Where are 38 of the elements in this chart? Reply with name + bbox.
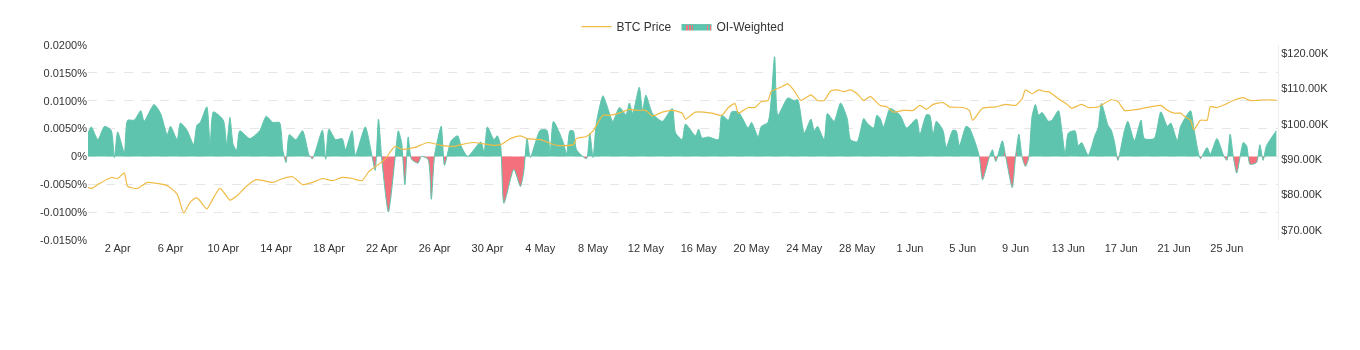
y2-tick-label: $80.00K bbox=[1281, 188, 1323, 201]
y-tick-label: -0.0100% bbox=[39, 205, 88, 218]
x-tick-label: 6 Apr bbox=[157, 242, 184, 254]
x-tick-label: 13 Jun bbox=[1051, 242, 1085, 254]
legend-label: BTC Price bbox=[616, 20, 672, 35]
y-tick-label: 0.0100% bbox=[43, 94, 88, 107]
y2-tick-label: $110.00K bbox=[1281, 82, 1329, 95]
x-tick-label: 24 May bbox=[786, 242, 823, 254]
x-tick-label: 26 Apr bbox=[418, 242, 451, 254]
x-tick-label: 12 May bbox=[627, 242, 665, 254]
x-tick-label: 22 Apr bbox=[365, 242, 399, 254]
x-tick-label: 17 Jun bbox=[1104, 242, 1138, 254]
x-tick-label: 5 Jun bbox=[949, 242, 977, 254]
y-tick-label: 0.0200% bbox=[43, 38, 88, 51]
x-tick-label: 25 Jun bbox=[1210, 242, 1244, 254]
x-tick-label: 10 Apr bbox=[207, 242, 240, 254]
y-tick-label: 0.0150% bbox=[43, 66, 88, 79]
x-tick-label: 14 Apr bbox=[260, 242, 293, 254]
x-tick-label: 9 Jun bbox=[1002, 242, 1030, 254]
y-tick-label: 0.0050% bbox=[43, 122, 88, 135]
x-tick-label: 16 May bbox=[680, 242, 718, 254]
x-tick-label: 4 May bbox=[525, 242, 556, 254]
x-tick-label: 1 Jun bbox=[896, 242, 924, 254]
x-tick-label: 2 Apr bbox=[104, 242, 131, 254]
y2-tick-label: $120.00K bbox=[1281, 46, 1329, 59]
y-tick-label: -0.0050% bbox=[39, 178, 88, 191]
x-tick-label: 8 May bbox=[578, 242, 609, 254]
y-tick-label: 0% bbox=[71, 150, 88, 163]
x-tick-label: 18 Apr bbox=[313, 242, 346, 254]
x-tick-label: 30 Apr bbox=[471, 242, 504, 254]
x-tick-label: 20 May bbox=[733, 242, 771, 254]
x-tick-label: 21 Jun bbox=[1157, 242, 1191, 254]
legend-label: OI-Weighted bbox=[716, 20, 784, 35]
y-tick-label: -0.0150% bbox=[39, 233, 88, 246]
y2-tick-label: $100.00K bbox=[1281, 117, 1329, 130]
x-tick-label: 28 May bbox=[839, 242, 876, 254]
y2-tick-label: $90.00K bbox=[1281, 152, 1323, 165]
y2-tick-label: $70.00K bbox=[1281, 223, 1323, 236]
